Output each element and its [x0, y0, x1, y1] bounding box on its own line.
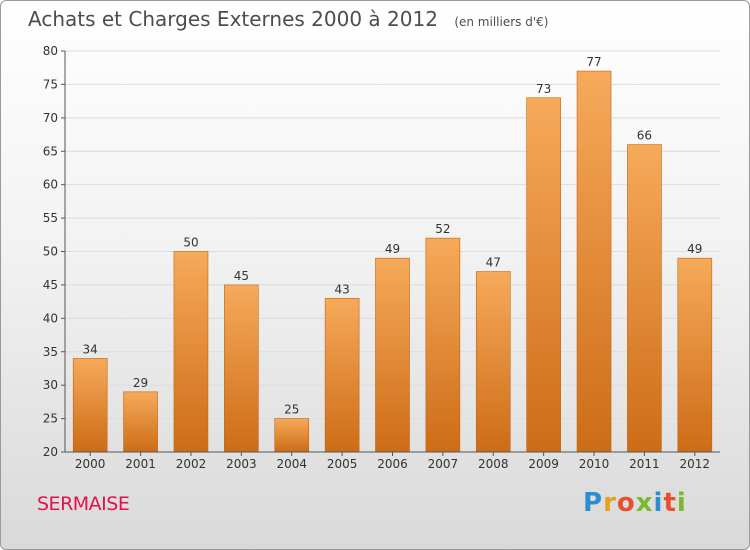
x-axis-ticks: 2000 2001 2002 2003 2004 2005 2006 2007 2008 2009… [75, 452, 710, 471]
y-tick-label: 40 [43, 311, 58, 325]
axes [64, 51, 720, 453]
bar-value-label: 49 [385, 242, 400, 256]
bar [123, 391, 158, 453]
x-tick-label: 2011 [629, 457, 660, 471]
logo-letter: t [663, 488, 677, 518]
logo-letter: o [616, 488, 636, 518]
value-labels: 34 29 50 45 25 43 49 52 47 73 77 66 49 [83, 55, 703, 417]
commune-name: SERMAISE [37, 493, 130, 515]
bar-value-label: 34 [83, 342, 98, 356]
x-tick-label: 2006 [377, 457, 408, 471]
bars [72, 70, 713, 453]
bar [72, 358, 108, 453]
y-tick-label: 20 [43, 445, 58, 459]
x-tick-label: 2007 [428, 457, 459, 471]
bar [677, 257, 713, 453]
x-tick-label: 2002 [176, 457, 207, 471]
bar-value-label: 45 [234, 269, 249, 283]
bar [224, 284, 259, 453]
bar-value-label: 50 [183, 236, 198, 250]
bar-value-label: 29 [133, 376, 148, 390]
logo-letter: r [603, 488, 617, 518]
bar [526, 97, 561, 453]
x-tick-label: 2009 [528, 457, 559, 471]
chart-title-main: Achats et Charges Externes 2000 à 2012 [28, 7, 438, 31]
bar-value-label: 47 [486, 256, 501, 270]
bar [425, 237, 461, 453]
bar [576, 70, 612, 453]
logo-letter: i [676, 488, 687, 518]
proxiti-logo: Proxiti [583, 488, 687, 518]
x-tick-label: 2004 [276, 457, 307, 471]
x-tick-label: 2001 [125, 457, 156, 471]
bar-value-label: 52 [435, 222, 450, 236]
bar [375, 257, 410, 453]
chart-title-unit: (en milliers d'€) [454, 15, 549, 29]
bar-value-label: 66 [637, 129, 652, 143]
x-tick-label: 2003 [226, 457, 257, 471]
y-tick-label: 80 [43, 44, 58, 58]
bar-value-label: 73 [536, 82, 551, 96]
bar-value-label: 43 [334, 282, 349, 296]
x-tick-label: 2012 [680, 457, 711, 471]
x-tick-label: 2000 [75, 457, 106, 471]
bar-value-label: 25 [284, 403, 299, 417]
bar-value-label: 77 [586, 55, 601, 69]
logo-letter: P [583, 488, 604, 518]
logo-letter: x [635, 488, 654, 518]
logo-letter: i [653, 488, 664, 518]
bar [173, 251, 209, 453]
x-tick-label: 2010 [579, 457, 610, 471]
y-tick-label: 70 [43, 111, 58, 125]
y-tick-label: 45 [43, 278, 58, 292]
y-axis-ticks: 20 25 30 35 40 45 50 55 60 65 70 75 80 [43, 44, 65, 459]
bar [274, 418, 310, 453]
y-tick-label: 50 [43, 245, 58, 259]
bar [627, 144, 662, 453]
bar [475, 271, 511, 453]
y-tick-label: 75 [43, 77, 58, 91]
x-tick-label: 2008 [478, 457, 509, 471]
y-tick-label: 65 [43, 144, 58, 158]
x-tick-label: 2005 [327, 457, 358, 471]
y-tick-label: 35 [43, 345, 58, 359]
y-tick-label: 25 [43, 412, 58, 426]
bar [324, 297, 360, 453]
y-tick-label: 30 [43, 378, 58, 392]
y-tick-label: 55 [43, 211, 58, 225]
y-tick-label: 60 [43, 178, 58, 192]
chart-title: Achats et Charges Externes 2000 à 2012 (… [28, 7, 548, 31]
bar-value-label: 49 [687, 242, 702, 256]
